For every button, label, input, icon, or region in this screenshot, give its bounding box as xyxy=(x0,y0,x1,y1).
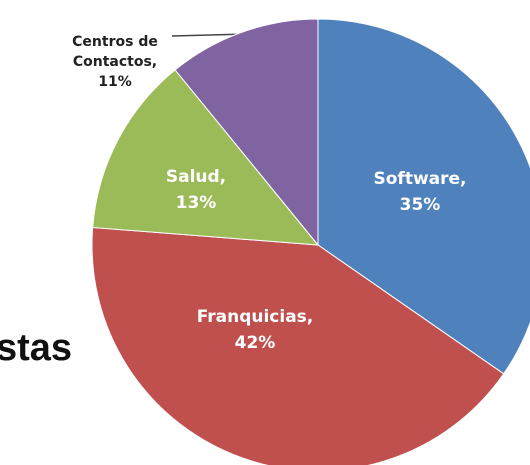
data-label: Software, 35% xyxy=(374,166,467,218)
pie-slice xyxy=(92,69,320,246)
pie-slice xyxy=(91,226,505,465)
label-category: Franquicias, xyxy=(196,307,314,327)
label-value: 35% xyxy=(399,195,441,215)
label-value: 11% xyxy=(98,74,132,90)
pie-slice xyxy=(174,18,319,247)
data-label: Centros de Contactos, 11% xyxy=(60,32,170,92)
label-value: 42% xyxy=(234,333,276,353)
pie-slice xyxy=(317,18,530,375)
data-label: Franquicias, 42% xyxy=(197,304,314,356)
label-value: 13% xyxy=(175,193,217,213)
label-category: Centros de Contactos, xyxy=(72,34,158,70)
data-label: Salud, 13% xyxy=(166,164,226,216)
label-category: Salud, xyxy=(165,167,227,187)
side-text: stas xyxy=(0,327,73,369)
label-category: Software, xyxy=(373,169,467,189)
